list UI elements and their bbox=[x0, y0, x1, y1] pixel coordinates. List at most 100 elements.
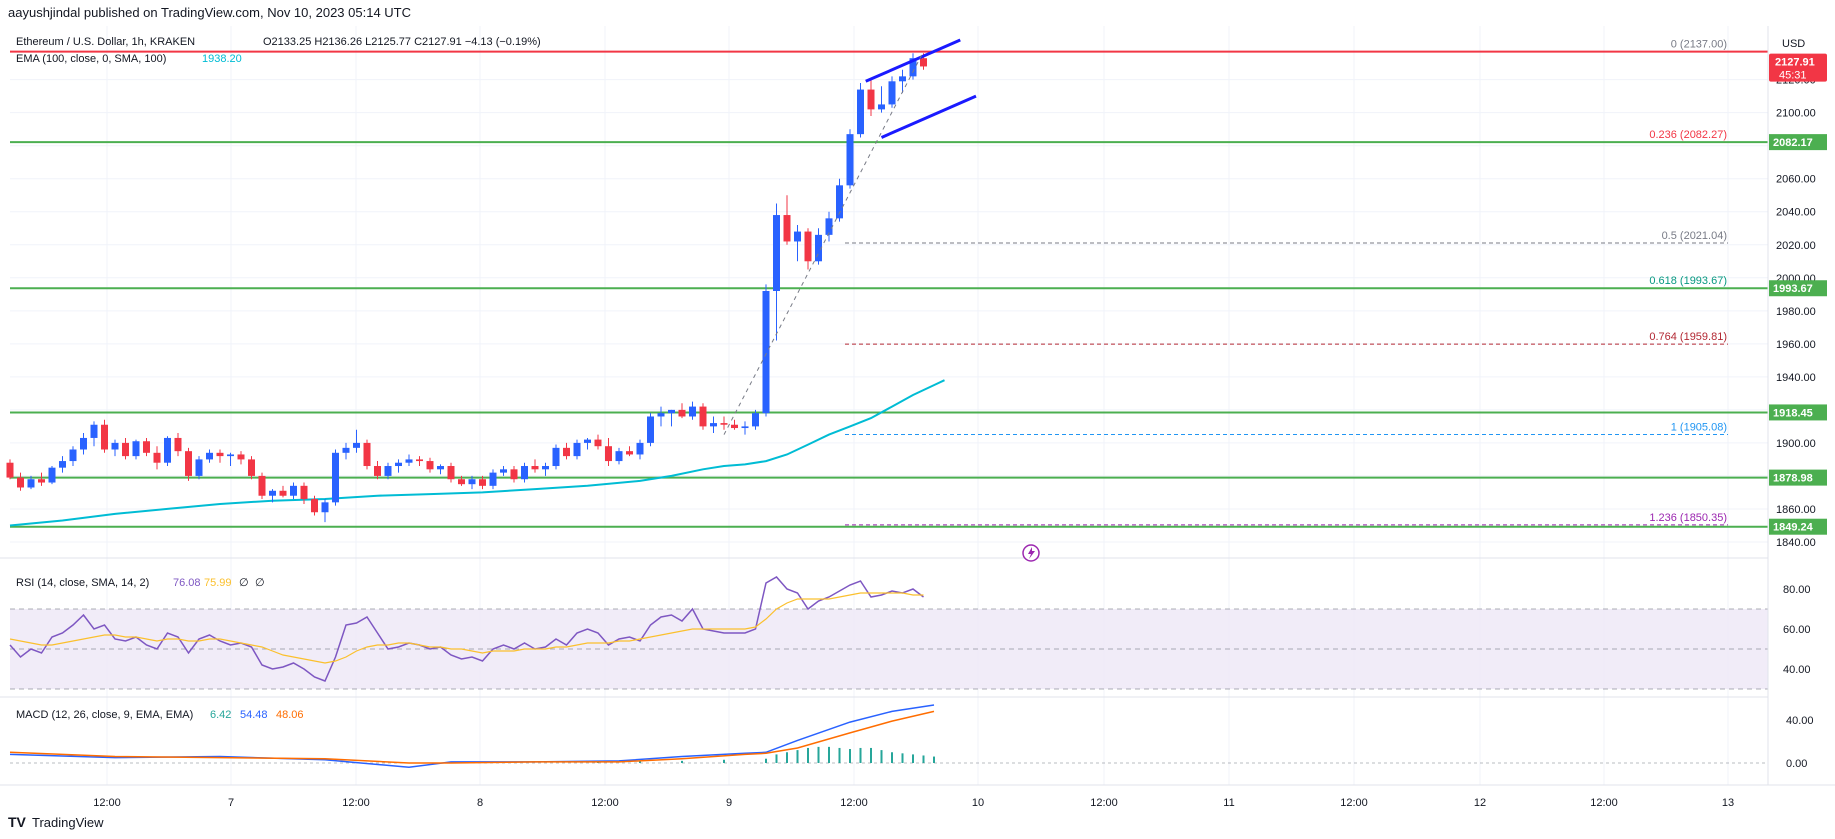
candle bbox=[731, 419, 738, 430]
candle bbox=[521, 462, 528, 483]
candle bbox=[311, 495, 318, 516]
candle bbox=[300, 482, 308, 504]
candle bbox=[437, 464, 444, 475]
brand-name: TradingView bbox=[32, 815, 104, 830]
candle bbox=[374, 461, 381, 480]
time-tick-label: 12:00 bbox=[1590, 797, 1618, 809]
candle-body bbox=[783, 215, 791, 242]
candle bbox=[489, 469, 497, 490]
candle-body bbox=[363, 442, 371, 467]
candle bbox=[332, 449, 339, 506]
candle-body bbox=[489, 472, 497, 486]
candles bbox=[6, 53, 927, 523]
candle-body bbox=[636, 442, 644, 455]
candle-body bbox=[720, 423, 728, 425]
candle-body bbox=[741, 426, 749, 429]
price-tick-label: 1980.00 bbox=[1776, 306, 1816, 318]
rsi-line bbox=[9, 576, 924, 682]
level-tag bbox=[1769, 404, 1827, 421]
candle-body bbox=[143, 441, 150, 453]
candle-body bbox=[657, 413, 665, 417]
candle-body bbox=[857, 89, 864, 135]
macd-legend: MACD (12, 26, close, 9, EMA, EMA) 6.42 5… bbox=[16, 709, 304, 721]
candle bbox=[773, 203, 780, 341]
macd-pane bbox=[9, 704, 1768, 769]
candle bbox=[899, 69, 906, 93]
candle-body bbox=[395, 462, 402, 467]
candle bbox=[426, 457, 434, 473]
channel-line[interactable] bbox=[865, 38, 961, 83]
brand: TV TradingView bbox=[8, 814, 104, 830]
rsi-pane bbox=[9, 576, 924, 682]
candle bbox=[552, 444, 560, 470]
candle bbox=[174, 432, 182, 457]
candle-body bbox=[594, 439, 602, 447]
candle bbox=[59, 456, 66, 473]
channel-line[interactable] bbox=[880, 94, 977, 139]
candle bbox=[342, 442, 350, 460]
time-tick-label: 10 bbox=[972, 797, 984, 809]
candle-body bbox=[174, 437, 182, 452]
candle bbox=[867, 79, 875, 116]
candle-body bbox=[416, 459, 423, 462]
macd-legend-label: MACD (12, 26, close, 9, EMA, EMA) bbox=[16, 709, 193, 721]
ema-line bbox=[9, 379, 945, 527]
candle-body bbox=[237, 454, 245, 460]
event-marker[interactable] bbox=[1022, 544, 1040, 562]
candle-body bbox=[563, 447, 570, 457]
time-tick-label: 11 bbox=[1223, 797, 1234, 809]
candle bbox=[689, 401, 696, 420]
price-axis: 1840.001860.001880.001900.001920.001940.… bbox=[1769, 53, 1827, 770]
main-legend: Ethereum / U.S. Dollar, 1h, KRAKEN O2133… bbox=[16, 36, 541, 65]
time-tick-label: 12:00 bbox=[1340, 797, 1368, 809]
candle-body bbox=[542, 466, 549, 470]
candle-body bbox=[846, 134, 854, 186]
ema-legend-label: EMA (100, close, 0, SMA, 100) bbox=[16, 53, 166, 65]
candle-body bbox=[500, 469, 507, 473]
candle-body bbox=[384, 466, 392, 476]
level-tag-label: 1918.45 bbox=[1773, 407, 1813, 419]
last-price-tag bbox=[1769, 53, 1827, 82]
candle-body bbox=[300, 485, 308, 500]
candle bbox=[90, 421, 98, 447]
candle-body bbox=[153, 452, 161, 463]
candle-body bbox=[206, 452, 213, 460]
level-tag bbox=[1769, 469, 1827, 486]
signal-line bbox=[9, 710, 935, 764]
candle-body bbox=[678, 409, 686, 417]
candle bbox=[542, 462, 549, 476]
time-tick-label: 13 bbox=[1722, 797, 1734, 809]
candle bbox=[878, 86, 885, 113]
candle bbox=[615, 447, 623, 465]
price-tick-label: 1940.00 bbox=[1776, 372, 1816, 384]
candle bbox=[783, 195, 791, 245]
candle bbox=[668, 409, 675, 427]
candle bbox=[38, 472, 45, 486]
fib-label: 0.618 (1993.67) bbox=[1649, 275, 1727, 287]
candle-body bbox=[122, 442, 129, 457]
candle-body bbox=[710, 423, 717, 427]
time-tick-label: 12:00 bbox=[1090, 797, 1118, 809]
level-tag-label: 1849.24 bbox=[1773, 522, 1814, 534]
candle bbox=[216, 449, 224, 463]
candle-body bbox=[38, 479, 45, 483]
candle-body bbox=[227, 454, 234, 457]
candle-body bbox=[342, 447, 350, 453]
time-tick-label: 8 bbox=[477, 797, 483, 809]
rsi-legend: RSI (14, close, SMA, 14, 2) 76.08 75.99 … bbox=[16, 577, 265, 589]
fib-label: 0.5 (2021.04) bbox=[1662, 230, 1727, 242]
candle bbox=[195, 456, 203, 480]
candle bbox=[395, 459, 402, 473]
candle bbox=[258, 472, 266, 500]
candle bbox=[657, 406, 665, 427]
candle bbox=[584, 437, 591, 450]
candle-body bbox=[647, 416, 654, 443]
macd-legend-value: 54.48 bbox=[240, 709, 268, 721]
candle-body bbox=[573, 442, 581, 457]
candle bbox=[699, 403, 707, 430]
last-price-label: 2127.91 bbox=[1775, 57, 1815, 69]
candle-body bbox=[59, 461, 66, 468]
ema-series-line bbox=[9, 379, 945, 527]
candle-body bbox=[69, 449, 77, 462]
candle-body bbox=[164, 437, 171, 463]
